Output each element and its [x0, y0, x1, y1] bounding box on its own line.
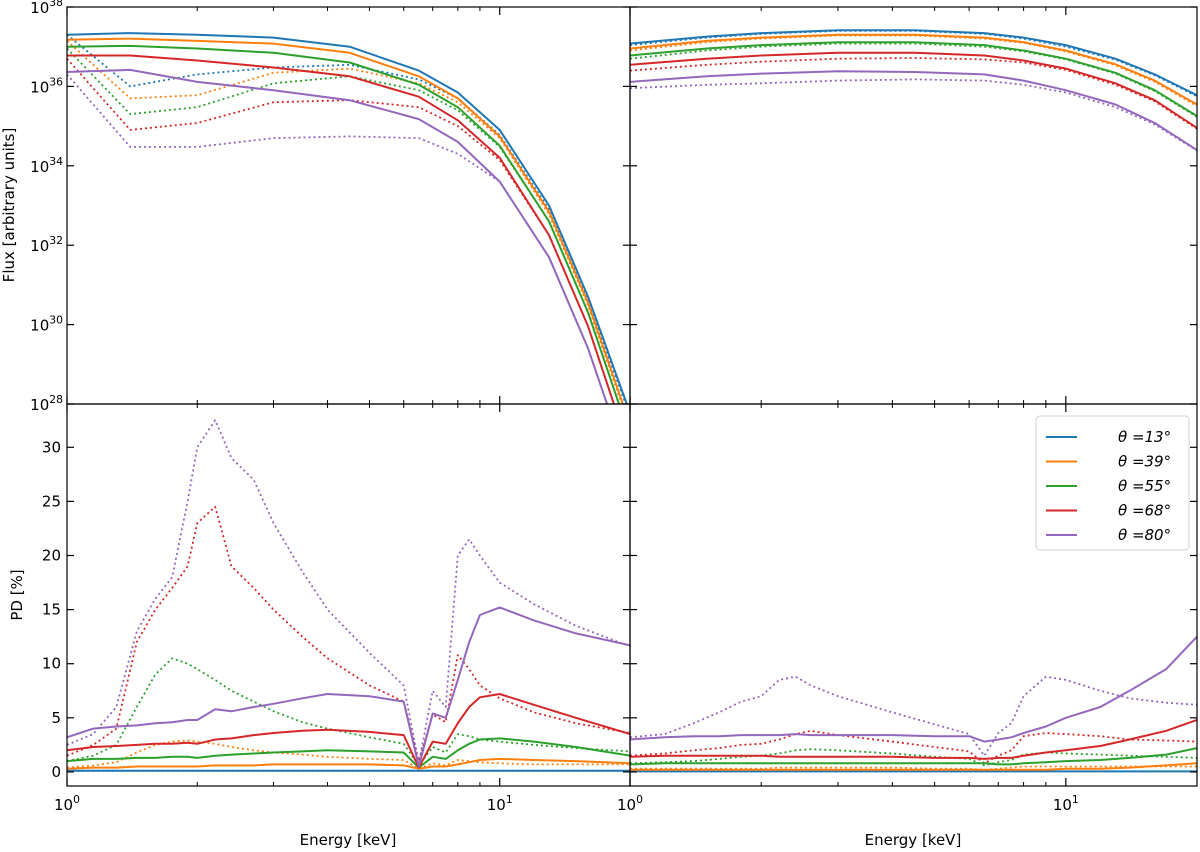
series-line-solid: [630, 70, 1197, 151]
plot-area: [630, 29, 1197, 152]
series-layer: [67, 419, 630, 772]
tick-label: 15: [42, 601, 61, 619]
pd-y-axis-label: PD [%]: [8, 569, 26, 620]
series-line-solid: [67, 737, 630, 769]
series-line-dotted: [67, 40, 623, 404]
plot-area: [630, 636, 1197, 773]
tick-label: 100: [617, 793, 643, 814]
series-line-dotted: [67, 657, 630, 767]
series-layer: [67, 32, 628, 404]
tick-label: 10: [42, 655, 61, 673]
plot-area: [67, 32, 628, 404]
tick-label: 1038: [30, 0, 63, 17]
series-layer: [630, 29, 1197, 152]
series-line-solid: [67, 32, 628, 404]
axis-ticks: 100 101 100 1011028103010321034103610380510…: [30, 0, 1198, 814]
x-axis-label-right: Energy [keV]: [865, 831, 962, 849]
series-line-dotted: [67, 505, 630, 762]
tick-label: 1034: [30, 155, 63, 176]
panel-flux-right: [629, 6, 1198, 405]
tick-label: 30: [42, 438, 61, 456]
tick-label: 100: [54, 793, 80, 814]
legend: θ =13° θ =39° θ =55° θ =68° θ =80°: [1035, 415, 1190, 551]
legend-label: θ =80°: [1118, 526, 1171, 544]
series-line-solid: [630, 51, 1197, 129]
panel-pd-left: [66, 403, 631, 787]
tick-label: 101: [1053, 793, 1079, 814]
series-line-solid: [67, 757, 630, 770]
legend-box: [1035, 415, 1190, 551]
series-line-solid: [67, 606, 630, 768]
legend-label: θ =39°: [1118, 453, 1171, 471]
tick-label: 1030: [30, 314, 63, 335]
series-line-solid: [67, 44, 621, 404]
series-line-dotted: [630, 42, 1197, 118]
legend-label: θ =13°: [1118, 428, 1171, 446]
series-line-dotted: [630, 748, 1197, 767]
series-line-dotted: [67, 58, 615, 404]
series-line-dotted: [67, 47, 620, 404]
series-line-solid: [630, 719, 1197, 760]
tick-label: 1032: [30, 234, 63, 255]
series-line-solid: [67, 54, 615, 404]
tick-label: 0: [51, 763, 61, 781]
series-line-solid: [67, 693, 630, 769]
series-line-solid: [630, 747, 1197, 766]
legend-label: θ =68°: [1118, 502, 1171, 520]
x-axis-label-left: Energy [keV]: [300, 831, 397, 849]
legend-label: θ =55°: [1118, 477, 1171, 495]
series-line-solid: [630, 762, 1197, 771]
axes-frame: [629, 403, 1198, 787]
tick-label: 25: [42, 492, 61, 510]
series-line-solid: [67, 37, 624, 404]
series-line-dotted: [67, 419, 630, 765]
series-line-solid: [630, 41, 1197, 117]
series-line-solid: [630, 636, 1197, 743]
tick-label: 5: [51, 709, 61, 727]
series-line-solid: [630, 33, 1197, 106]
series-line-solid: [67, 68, 609, 404]
series-layer: [630, 636, 1197, 773]
tick-label: 20: [42, 547, 61, 565]
flux-y-axis-label: Flux [arbitrary units]: [0, 128, 18, 283]
panel-pd-right: [629, 403, 1198, 787]
tick-label: 1036: [30, 75, 63, 96]
series-line-solid: [630, 29, 1197, 97]
plot-area: [67, 419, 630, 772]
tick-label: 1028: [30, 393, 63, 414]
tick-label: 101: [487, 793, 513, 814]
